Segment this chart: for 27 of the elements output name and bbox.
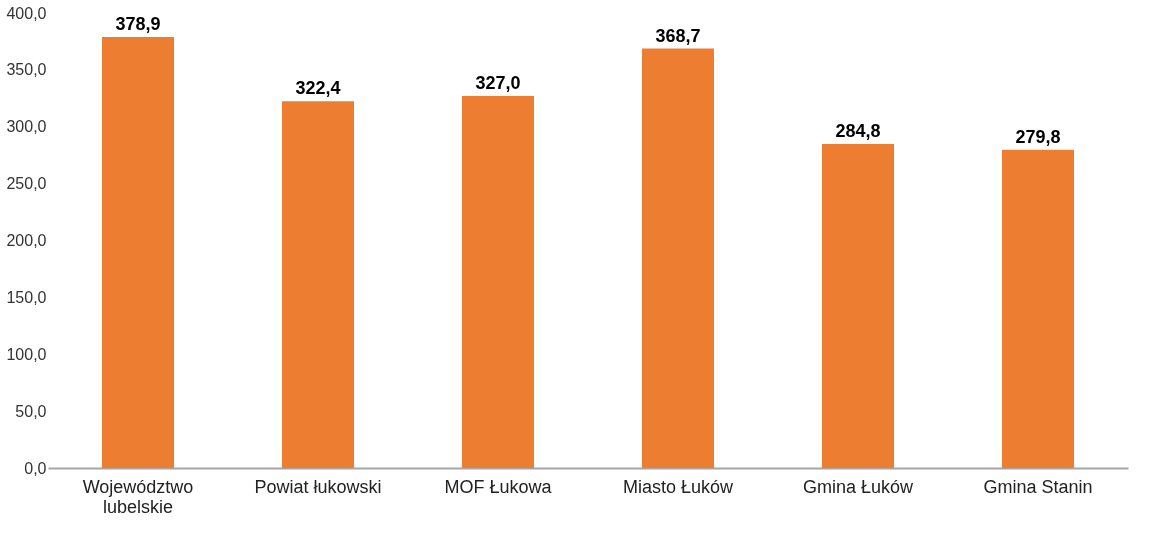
y-tick-label: 350,0 [6, 61, 47, 79]
y-tick-label: 200,0 [6, 232, 47, 249]
bar [462, 96, 534, 468]
x-tick-label: Powiat łukowski [254, 476, 382, 497]
bar [822, 144, 894, 468]
y-tick-label: 50,0 [15, 402, 47, 420]
x-tick-label: Województwo lubelskie [82, 476, 194, 517]
x-tick-label: MOF Łukowa [444, 476, 553, 497]
bar [642, 48, 714, 468]
y-tick-label: 0,0 [24, 459, 47, 477]
x-tick-label: Gmina Łuków [802, 476, 915, 497]
x-tick-label: Miasto Łuków [622, 476, 735, 497]
bar [1002, 149, 1074, 468]
data-label: 368,7 [655, 25, 701, 46]
data-label: 279,8 [1015, 126, 1061, 147]
bar [282, 101, 354, 468]
data-label: 327,0 [475, 73, 521, 94]
data-label: 284,8 [835, 121, 881, 142]
y-tick-label: 300,0 [6, 118, 47, 136]
bar [102, 37, 174, 468]
y-tick-label: 250,0 [6, 175, 47, 193]
data-label: 378,9 [115, 14, 161, 34]
y-tick-label: 150,0 [6, 288, 47, 306]
data-label: 322,4 [295, 78, 341, 99]
y-tick-label: 100,0 [6, 345, 47, 363]
y-tick-label: 400,0 [6, 4, 47, 22]
x-tick-label: Gmina Stanin [983, 476, 1093, 497]
